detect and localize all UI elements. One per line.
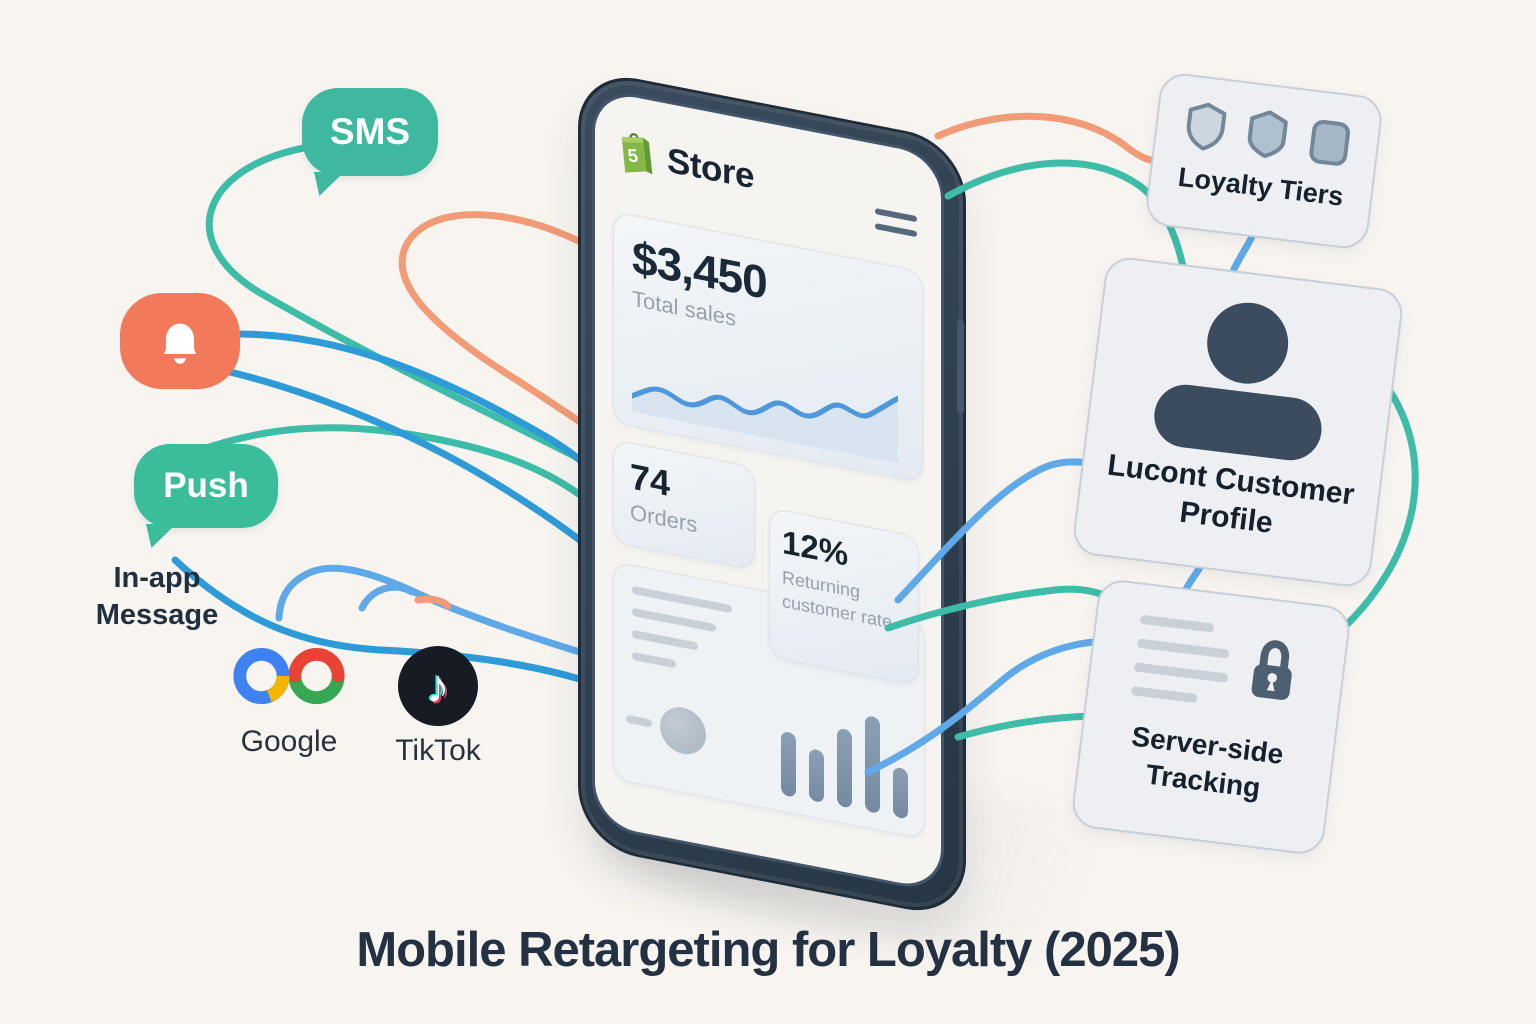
- square-tier-icon: [1309, 119, 1350, 166]
- sms-bubble-tail: [314, 172, 344, 196]
- push-label: Push: [163, 466, 249, 505]
- orders-card: 74 Orders: [613, 439, 755, 571]
- tiktok-channel: ♪ TikTok: [392, 646, 484, 768]
- placeholder-line: [626, 714, 652, 728]
- person-icon: [1154, 302, 1322, 461]
- bar: [809, 748, 824, 804]
- google-label: Google: [240, 725, 338, 758]
- google-ads-infinity-icon: [233, 647, 345, 705]
- page-title: Mobile Retargeting for Loyalty (2025): [356, 923, 1180, 977]
- placeholder-line: [632, 651, 676, 669]
- server-side-tracking-box: Server-side Tracking: [1069, 577, 1353, 857]
- connector-blue-mid: [226, 368, 616, 570]
- sms-bubble: SMS: [302, 88, 438, 196]
- customer-profile-box: Lucont Customer Profile: [1070, 254, 1406, 590]
- hamburger-bar: [875, 223, 917, 238]
- google-channel: Google: [230, 640, 348, 759]
- returning-rate-card: 12% Returning customer rate: [769, 507, 919, 687]
- bar-chart: [781, 699, 908, 820]
- shopify-bag-icon: 5: [621, 133, 653, 175]
- connector-bell-to-phone: [234, 330, 612, 500]
- placeholder-line: [1136, 638, 1230, 659]
- connector-hook-tiktok: [358, 583, 416, 612]
- store-app-header: 5 Store: [613, 125, 923, 247]
- phone-mockup: 5 Store $3,450 Total sales: [578, 67, 966, 921]
- shield-tier-icon: [1186, 102, 1227, 151]
- tiktok-label: TikTok: [395, 734, 481, 767]
- phone-screen: 5 Store $3,450 Total sales: [595, 89, 941, 891]
- loyalty-tiers-box: Loyalty Tiers: [1143, 70, 1385, 252]
- placeholder-line: [1139, 614, 1215, 633]
- lock-icon: [1251, 640, 1292, 700]
- store-brand: 5 Store: [613, 125, 754, 202]
- hexagon-tier-icon: [1247, 110, 1288, 159]
- bar: [893, 766, 908, 820]
- store-app-title: Store: [667, 140, 754, 197]
- connector-phone-to-loyalty-orange: [934, 112, 1164, 164]
- sales-trend-line: [632, 386, 898, 419]
- server-side-tracking-label: Server-side Tracking: [1129, 720, 1286, 804]
- sales-trend-chart: [632, 386, 898, 464]
- menu-hamburger-icon[interactable]: [875, 208, 917, 246]
- phone-side-button: [957, 318, 964, 415]
- tiktok-icon: ♪: [398, 646, 478, 726]
- placeholder-line: [632, 607, 716, 633]
- bar: [865, 715, 880, 814]
- loyalty-tiers-label: Loyalty Tiers: [1176, 161, 1346, 212]
- total-sales-card: $3,450 Total sales: [613, 211, 923, 484]
- placeholder-line: [1133, 662, 1229, 683]
- connector-sms-to-phone: [205, 142, 610, 476]
- kpi-cards-row: 74 Orders 12% Returning customer rate: [613, 439, 925, 851]
- push-bubble-tail: [146, 524, 176, 548]
- push-bubble: Push: [134, 444, 278, 548]
- bar: [781, 730, 796, 798]
- pie-chart-placeholder: [660, 703, 706, 759]
- placeholder-line: [632, 629, 698, 651]
- notification-chip: [120, 293, 240, 389]
- hamburger-bar: [875, 208, 917, 223]
- tier-badges: [1180, 98, 1355, 170]
- shopify-badge-text: 5: [627, 145, 640, 167]
- placeholder-line: [632, 585, 732, 614]
- placeholder-line: [1131, 686, 1198, 704]
- bell-icon: [163, 323, 197, 364]
- tracking-text-placeholder: [1129, 614, 1234, 722]
- sms-label: SMS: [329, 111, 411, 152]
- in-app-message-label: In-app Message: [95, 562, 219, 631]
- tiktok-note-glyph: ♪: [426, 660, 450, 712]
- bar: [837, 727, 852, 809]
- connector-orange-stub: [414, 595, 452, 610]
- tracking-content: [1129, 614, 1303, 730]
